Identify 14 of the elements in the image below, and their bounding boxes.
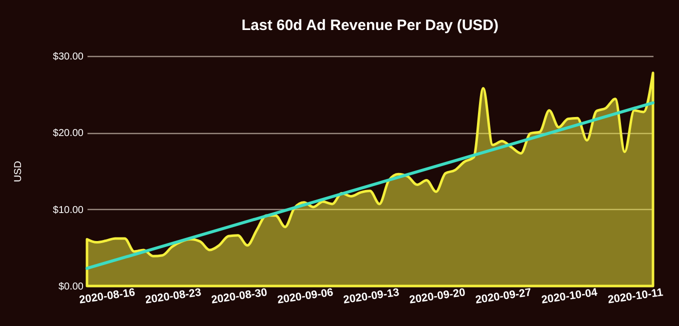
x-tick-label: 2020-10-04	[540, 286, 599, 306]
x-tick-label: 2020-08-30	[210, 286, 268, 306]
y-tick-label: $20.00	[52, 128, 84, 140]
x-tick-label: 2020-10-11	[607, 286, 664, 306]
x-tick-label: 2020-09-20	[408, 286, 466, 306]
y-tick-label: $30.00	[52, 52, 84, 62]
x-tick-label: 2020-09-06	[276, 286, 334, 306]
x-tick-label: 2020-09-27	[474, 286, 532, 306]
chart-title: Last 60d Ad Revenue Per Day (USD)	[241, 17, 499, 34]
y-tick-label: $10.00	[52, 204, 84, 216]
x-tick-label: 2020-09-13	[342, 286, 400, 306]
y-tick-label: $0.00	[58, 282, 84, 292]
x-tick-label: 2020-08-23	[144, 286, 202, 306]
y-axis-title: USD	[12, 160, 24, 182]
